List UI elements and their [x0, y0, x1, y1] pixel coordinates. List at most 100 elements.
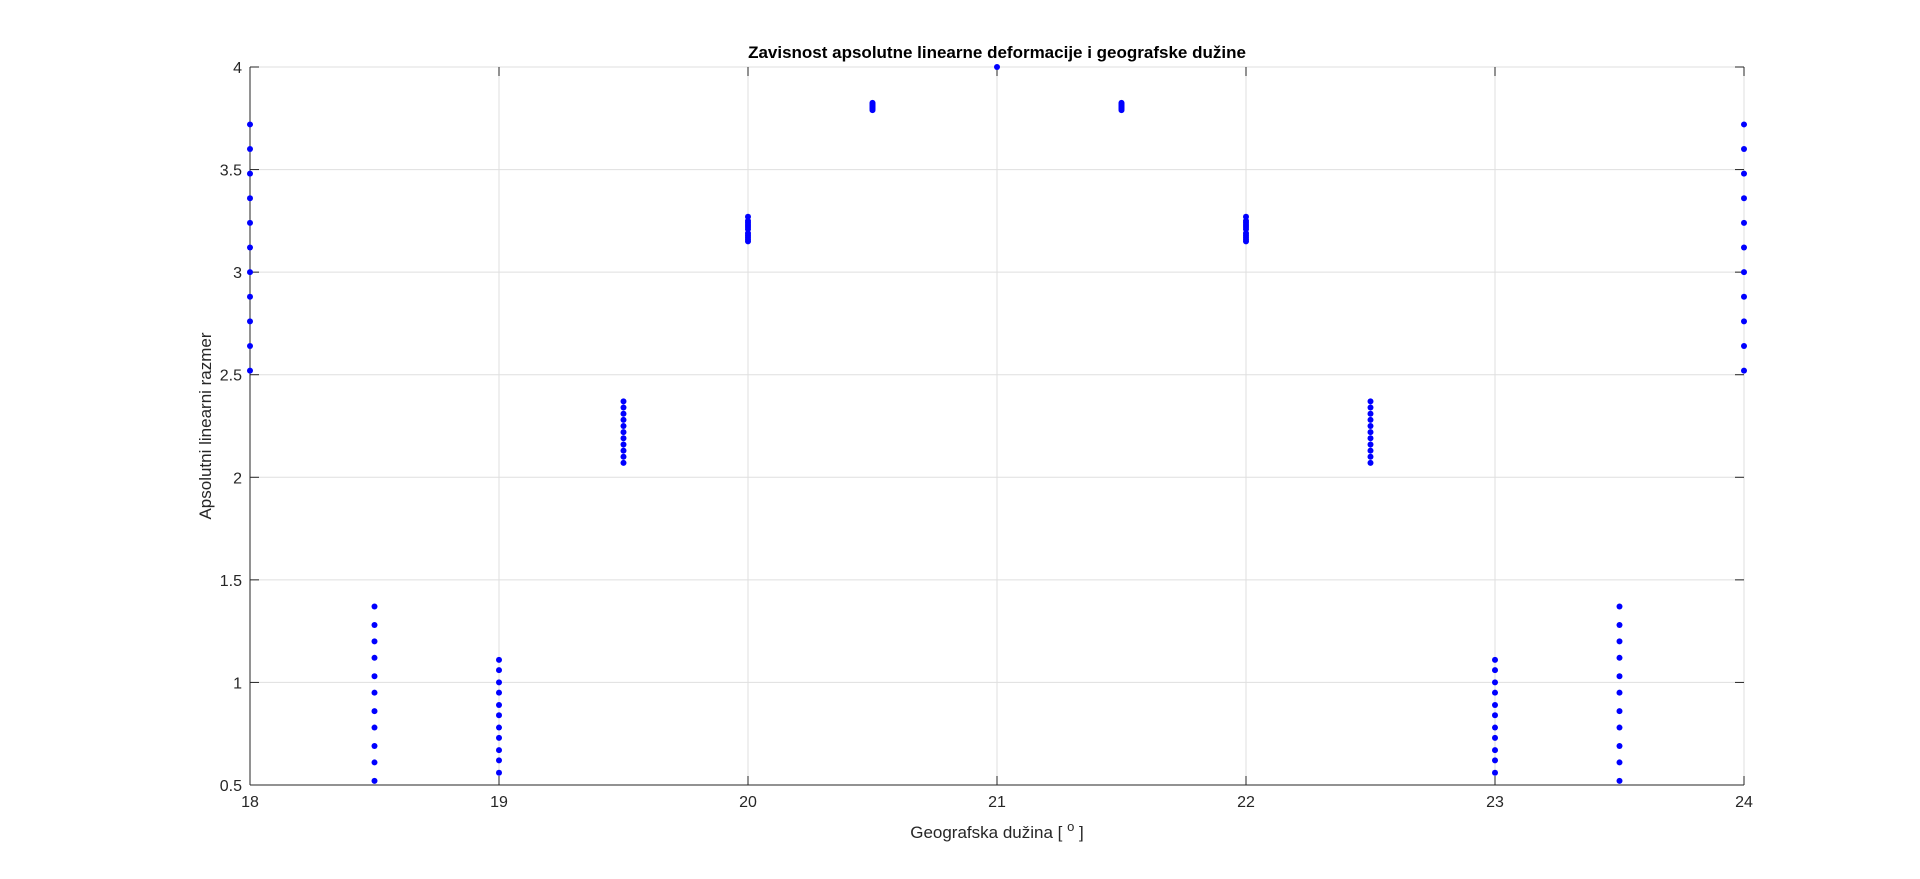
data-point	[620, 447, 627, 454]
x-tick-label: 21	[988, 794, 1006, 811]
data-point	[371, 638, 378, 645]
data-point	[247, 146, 253, 153]
x-axis-title: Geografska dužina [ o ]	[910, 819, 1084, 842]
data-point	[620, 459, 627, 466]
data-point	[1616, 743, 1623, 750]
x-tick-label: 24	[1735, 794, 1753, 811]
y-axis-title: Apsolutni linearni razmer	[196, 332, 215, 519]
data-point	[869, 99, 876, 106]
data-point	[496, 679, 502, 686]
y-tick-label: 3	[233, 265, 242, 282]
data-point	[620, 410, 627, 417]
data-point	[1367, 429, 1374, 436]
data-point	[620, 398, 627, 405]
y-tick-label: 1	[233, 675, 242, 692]
data-point	[1741, 146, 1747, 153]
data-point	[496, 734, 502, 741]
data-point	[1492, 679, 1498, 686]
data-point	[1367, 453, 1374, 460]
data-point	[1243, 217, 1249, 224]
data-point	[1367, 435, 1374, 442]
data-point	[247, 293, 253, 300]
data-point	[745, 230, 751, 237]
data-point	[1616, 603, 1623, 610]
data-point	[1492, 701, 1498, 708]
data-point	[1741, 367, 1747, 374]
data-point	[371, 724, 378, 731]
data-point	[247, 195, 253, 202]
data-point	[247, 244, 253, 251]
data-point	[247, 342, 253, 349]
data-point	[1367, 447, 1374, 454]
data-point	[1367, 398, 1374, 405]
data-point	[1741, 342, 1747, 349]
data-point	[496, 769, 502, 776]
data-point	[496, 656, 502, 663]
x-tick-label: 23	[1486, 794, 1504, 811]
x-tick-label: 19	[490, 794, 508, 811]
y-tick-label: 4	[233, 60, 242, 77]
data-point	[247, 367, 253, 374]
data-point	[1367, 404, 1374, 411]
data-point	[1741, 318, 1747, 325]
data-point	[371, 654, 378, 661]
data-point	[1492, 689, 1498, 696]
data-point	[620, 416, 627, 423]
data-point	[1492, 734, 1498, 741]
data-point	[247, 121, 253, 128]
data-point	[1616, 673, 1623, 680]
data-point	[745, 213, 751, 220]
ticks: 18 19 20 21 22 23 24 0.5 1 1.5 2 2.5 3 3.5 4	[220, 60, 1753, 811]
data-point	[496, 701, 502, 708]
data-point	[1616, 708, 1623, 715]
data-point	[496, 724, 502, 731]
data-point	[1741, 219, 1747, 226]
data-point	[1492, 667, 1498, 674]
x-axis-title-degree: o	[1067, 819, 1074, 834]
data-point	[247, 219, 253, 226]
data-point	[371, 708, 378, 715]
data-point	[1118, 99, 1125, 106]
x-tick-label: 18	[241, 794, 259, 811]
data-point	[1243, 230, 1249, 237]
y-tick-label: 3.5	[220, 163, 242, 180]
data-point	[247, 269, 253, 276]
data-point	[247, 318, 253, 325]
data-point	[1367, 441, 1374, 448]
data-point	[1367, 459, 1374, 466]
y-tick-label: 2	[233, 470, 242, 487]
data-point	[371, 603, 378, 610]
y-tick-label: 2.5	[220, 368, 242, 385]
data-point	[1741, 244, 1747, 251]
data-point	[371, 777, 378, 784]
data-point	[1243, 213, 1249, 220]
data-point	[1367, 416, 1374, 423]
data-point	[1492, 656, 1498, 663]
y-tick-label: 0.5	[220, 778, 242, 795]
data-point	[496, 757, 502, 764]
data-point	[496, 712, 502, 719]
data-point	[1741, 121, 1747, 128]
data-point	[371, 673, 378, 680]
data-point	[994, 64, 1000, 70]
data-point	[1741, 293, 1747, 300]
data-points	[247, 64, 1747, 784]
data-point	[620, 429, 627, 436]
data-point	[371, 621, 378, 628]
data-point	[1492, 747, 1498, 754]
data-point	[1616, 621, 1623, 628]
data-point	[620, 435, 627, 442]
data-point	[371, 759, 378, 766]
data-point	[620, 423, 627, 429]
data-point	[1492, 757, 1498, 764]
data-point	[1616, 689, 1623, 696]
data-point	[1616, 759, 1623, 766]
data-point	[1492, 769, 1498, 776]
x-tick-label: 20	[739, 794, 757, 811]
data-point	[1492, 712, 1498, 719]
data-point	[1616, 777, 1623, 784]
x-axis-title-main: Geografska dužina [	[910, 823, 1067, 842]
x-tick-label: 22	[1237, 794, 1255, 811]
data-point	[371, 689, 378, 696]
data-point	[1616, 724, 1623, 731]
